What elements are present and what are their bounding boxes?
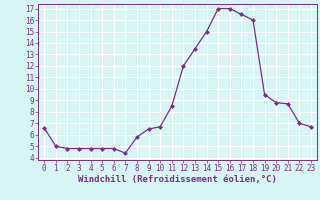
X-axis label: Windchill (Refroidissement éolien,°C): Windchill (Refroidissement éolien,°C)	[78, 175, 277, 184]
